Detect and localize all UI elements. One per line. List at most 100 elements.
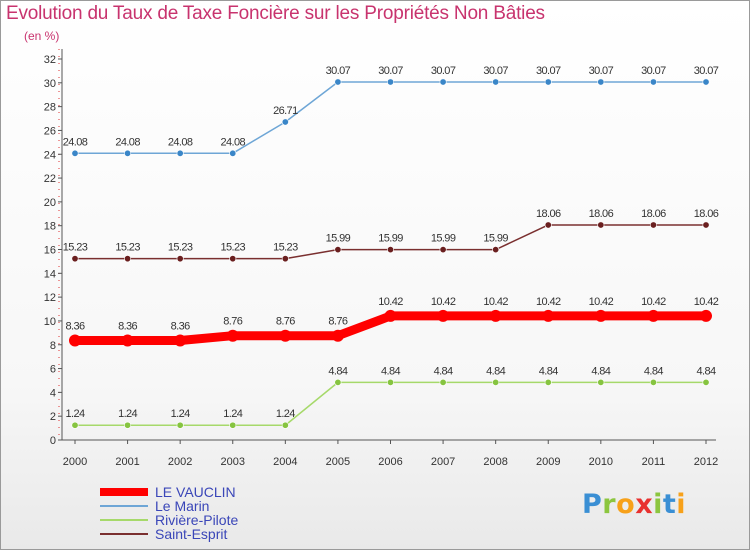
- y-tick-label: 20: [44, 197, 56, 209]
- logo-letter: x: [635, 489, 654, 520]
- y-tick-label: 14: [44, 268, 56, 280]
- data-point-saint-esprit: [71, 255, 79, 263]
- data-point-saint-esprit: [334, 246, 342, 254]
- data-label-saint-esprit: 15.99: [378, 233, 403, 245]
- data-point-le-vauclin: [647, 309, 660, 322]
- data-label-saint-esprit: 18.06: [536, 208, 561, 220]
- data-point-le-vauclin: [542, 309, 555, 322]
- x-tick-label: 2001: [115, 456, 139, 468]
- y-tick-label: 2: [50, 411, 56, 423]
- data-label-rivi-re-pilote: 4.84: [696, 365, 715, 377]
- data-point-rivi-re-pilote: [124, 421, 132, 429]
- data-point-saint-esprit: [229, 255, 237, 263]
- data-label-le-vauclin: 8.36: [118, 320, 137, 332]
- data-point-saint-esprit: [544, 221, 552, 229]
- data-point-le-vauclin: [700, 309, 712, 322]
- data-point-le-vauclin: [69, 334, 81, 347]
- data-point-le-marin: [334, 78, 342, 86]
- data-point-saint-esprit: [386, 246, 394, 254]
- x-tick-label: 2003: [221, 456, 245, 468]
- data-label-le-marin: 30.07: [641, 65, 666, 77]
- chart-title: Evolution du Taux de Taxe Foncière sur l…: [6, 3, 545, 24]
- data-point-rivi-re-pilote: [702, 378, 710, 386]
- data-label-le-vauclin: 8.76: [223, 316, 242, 328]
- x-tick-label: 2006: [378, 456, 402, 468]
- y-tick-label: 28: [44, 102, 56, 114]
- data-label-le-marin: 30.07: [326, 65, 351, 77]
- data-label-le-marin: 30.07: [431, 65, 456, 77]
- data-point-saint-esprit: [281, 255, 289, 263]
- data-label-saint-esprit: 15.23: [273, 242, 298, 254]
- logo-letter: i: [676, 489, 687, 520]
- legend-label-le-vauclin: LE VAUCLIN: [155, 484, 236, 500]
- data-label-le-vauclin: 8.76: [276, 316, 295, 328]
- data-point-rivi-re-pilote: [544, 378, 552, 386]
- legend-label-rivi-re-pilote: Rivière-Pilote: [155, 512, 238, 528]
- data-point-le-marin: [229, 149, 237, 157]
- x-tick-label: 2007: [431, 456, 455, 468]
- data-label-le-vauclin: 8.76: [328, 316, 347, 328]
- data-label-rivi-re-pilote: 4.84: [644, 365, 663, 377]
- data-label-rivi-re-pilote: 4.84: [591, 365, 610, 377]
- data-label-le-marin: 24.08: [168, 136, 193, 148]
- data-point-le-vauclin: [226, 329, 239, 342]
- data-point-saint-esprit: [124, 255, 132, 263]
- series-line-rivi-re-pilote: [74, 381, 707, 426]
- data-point-saint-esprit: [439, 246, 447, 254]
- x-tick-label: 2000: [63, 456, 87, 468]
- data-label-rivi-re-pilote: 1.24: [276, 408, 295, 420]
- data-point-rivi-re-pilote: [386, 378, 394, 386]
- data-label-rivi-re-pilote: 4.84: [434, 365, 453, 377]
- data-point-le-vauclin: [437, 309, 450, 322]
- data-point-le-marin: [597, 78, 605, 86]
- data-point-le-vauclin: [174, 334, 187, 347]
- y-tick-label: 10: [44, 316, 56, 328]
- data-label-le-marin: 24.08: [63, 136, 88, 148]
- data-point-saint-esprit: [702, 221, 710, 229]
- legend-label-le-marin: Le Marin: [155, 498, 209, 514]
- x-tick-label: 2005: [326, 456, 350, 468]
- data-label-le-marin: 30.07: [589, 65, 614, 77]
- data-label-rivi-re-pilote: 1.24: [171, 408, 190, 420]
- series-group: [69, 78, 712, 429]
- x-tick-label: 2012: [694, 456, 718, 468]
- data-label-le-vauclin: 10.42: [483, 296, 508, 308]
- logo-letter: o: [616, 489, 636, 520]
- data-point-le-marin: [71, 149, 79, 157]
- data-label-rivi-re-pilote: 4.84: [381, 365, 400, 377]
- data-point-rivi-re-pilote: [492, 378, 500, 386]
- legend-label-saint-esprit: Saint-Esprit: [155, 526, 227, 542]
- data-point-rivi-re-pilote: [597, 378, 605, 386]
- y-tick-label: 26: [44, 125, 56, 137]
- data-label-le-vauclin: 8.36: [171, 320, 190, 332]
- data-point-rivi-re-pilote: [334, 378, 342, 386]
- data-point-saint-esprit: [492, 246, 500, 254]
- data-label-rivi-re-pilote: 1.24: [223, 408, 242, 420]
- y-tick-label: 4: [50, 387, 56, 399]
- data-point-le-marin: [386, 78, 394, 86]
- x-tick-label: 2002: [168, 456, 192, 468]
- data-point-saint-esprit: [176, 255, 184, 263]
- data-label-le-vauclin: 10.42: [536, 296, 561, 308]
- data-label-le-vauclin: 10.42: [589, 296, 614, 308]
- y-tick-label: 30: [44, 78, 56, 90]
- logo-letter: P: [582, 489, 603, 520]
- data-label-saint-esprit: 15.99: [483, 233, 508, 245]
- chart-subtitle: (en %): [24, 29, 60, 43]
- data-label-le-vauclin: 10.42: [694, 296, 719, 308]
- data-point-le-vauclin: [489, 309, 502, 322]
- data-point-le-marin: [492, 78, 500, 86]
- y-tick-label: 24: [44, 149, 56, 161]
- data-label-le-marin: 30.07: [378, 65, 403, 77]
- data-label-le-vauclin: 10.42: [641, 296, 666, 308]
- data-label-le-marin: 24.08: [115, 136, 140, 148]
- data-label-saint-esprit: 15.23: [168, 242, 193, 254]
- data-label-le-marin: 30.07: [483, 65, 508, 77]
- data-point-le-marin: [649, 78, 657, 86]
- data-label-saint-esprit: 15.99: [431, 233, 456, 245]
- data-point-rivi-re-pilote: [281, 421, 289, 429]
- data-point-le-marin: [544, 78, 552, 86]
